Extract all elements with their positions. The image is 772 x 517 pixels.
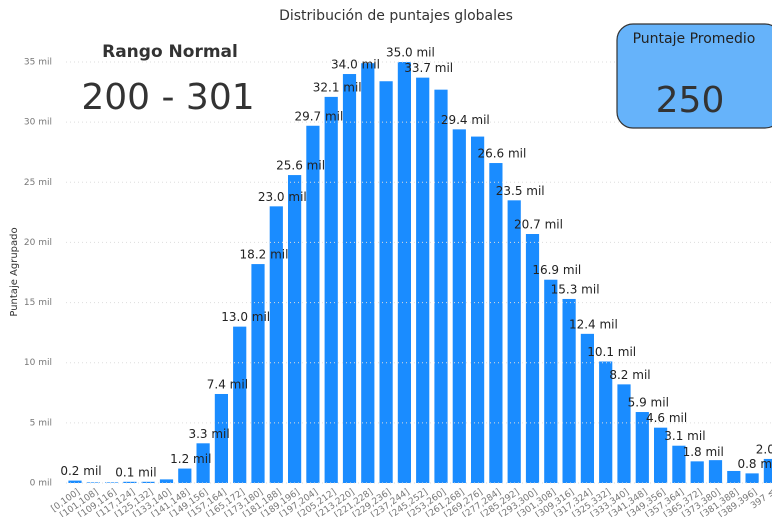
data-label: 34.0 mil	[331, 58, 380, 72]
y-tick-label: 25 mil	[24, 178, 52, 188]
bar	[745, 473, 759, 483]
bar	[342, 74, 357, 484]
data-label: 0.1 mil	[115, 465, 156, 479]
y-tick-label: 0 mil	[30, 479, 52, 489]
data-label: 1.2 mil	[170, 452, 211, 466]
bar	[269, 206, 283, 484]
bar	[288, 175, 302, 483]
data-label: 16.9 mil	[532, 263, 581, 277]
bar	[635, 412, 649, 483]
y-axis-label: Puntaje Agrupado	[9, 227, 20, 316]
bar	[525, 234, 540, 483]
bar	[141, 481, 155, 483]
data-label: 1.8 mil	[683, 445, 724, 459]
bar	[105, 482, 119, 483]
bar	[599, 361, 613, 483]
data-label: 0.2 mil	[60, 464, 101, 478]
data-label: 33.7 mil	[404, 61, 453, 75]
y-tick-label: 10 mil	[24, 358, 52, 368]
card-value: 250	[656, 80, 725, 121]
bar	[178, 468, 192, 483]
bar	[763, 458, 772, 483]
card-title: Puntaje Promedio	[632, 31, 756, 47]
data-label: 7.4 mil	[207, 377, 248, 391]
bar	[562, 298, 576, 483]
bar	[434, 89, 448, 483]
bar	[251, 264, 265, 483]
bar	[672, 445, 686, 483]
bar	[580, 333, 594, 483]
data-label: 3.1 mil	[664, 429, 705, 443]
card-title: Rango Normal	[102, 42, 238, 62]
y-tick-label: 20 mil	[24, 238, 52, 248]
data-label: 10.1 mil	[587, 345, 636, 359]
bar	[233, 326, 247, 483]
bar	[123, 481, 137, 483]
y-tick-label: 15 mil	[24, 298, 52, 308]
bar	[654, 427, 668, 483]
data-label: 25.6 mil	[276, 159, 325, 173]
bar	[544, 279, 558, 483]
data-label: 2.0 mil	[756, 442, 772, 456]
data-label: 12.4 mil	[569, 317, 618, 331]
bar	[690, 461, 704, 483]
data-label: 20.7 mil	[514, 218, 563, 232]
card-title-box: Puntaje Promedio	[632, 31, 756, 47]
bar	[306, 125, 320, 483]
bar	[507, 200, 521, 484]
card-box	[616, 23, 772, 129]
data-label: 29.7 mil	[294, 109, 343, 123]
data-label: 8.2 mil	[609, 368, 650, 382]
data-label: 3.3 mil	[188, 427, 229, 441]
bar	[397, 62, 411, 483]
data-label: 0.8 mil	[737, 457, 772, 471]
bar	[416, 77, 430, 483]
y-tick-label: 30 mil	[24, 118, 52, 128]
bar	[379, 81, 393, 483]
bar	[214, 393, 228, 483]
bar	[489, 163, 503, 484]
data-label: 13.0 mil	[221, 310, 270, 324]
bar	[708, 460, 723, 483]
bar	[86, 482, 100, 483]
data-label: 18.2 mil	[240, 248, 289, 262]
data-label: 35.0 mil	[386, 46, 435, 60]
bar	[324, 96, 338, 483]
y-tick-label: 5 mil	[30, 418, 52, 428]
y-tick-label: 35 mil	[24, 58, 52, 68]
data-label: 23.0 mil	[258, 190, 307, 204]
chart-title: Distribución de puntajes globales	[279, 8, 513, 24]
data-label: 4.6 mil	[646, 411, 687, 425]
card-value: 200 - 301	[81, 77, 254, 118]
bar	[159, 479, 174, 483]
bar	[617, 384, 631, 483]
bar	[452, 129, 466, 484]
bar	[361, 63, 375, 484]
data-label: 32.1 mil	[313, 80, 362, 94]
bar	[196, 443, 210, 483]
data-label: 5.9 mil	[628, 396, 669, 410]
bar	[471, 136, 485, 483]
bar	[727, 470, 741, 483]
data-label: 15.3 mil	[551, 282, 600, 296]
data-label: 26.6 mil	[477, 147, 526, 161]
data-label: 23.5 mil	[496, 184, 545, 198]
data-label: 29.4 mil	[441, 113, 490, 127]
bar	[68, 480, 82, 483]
